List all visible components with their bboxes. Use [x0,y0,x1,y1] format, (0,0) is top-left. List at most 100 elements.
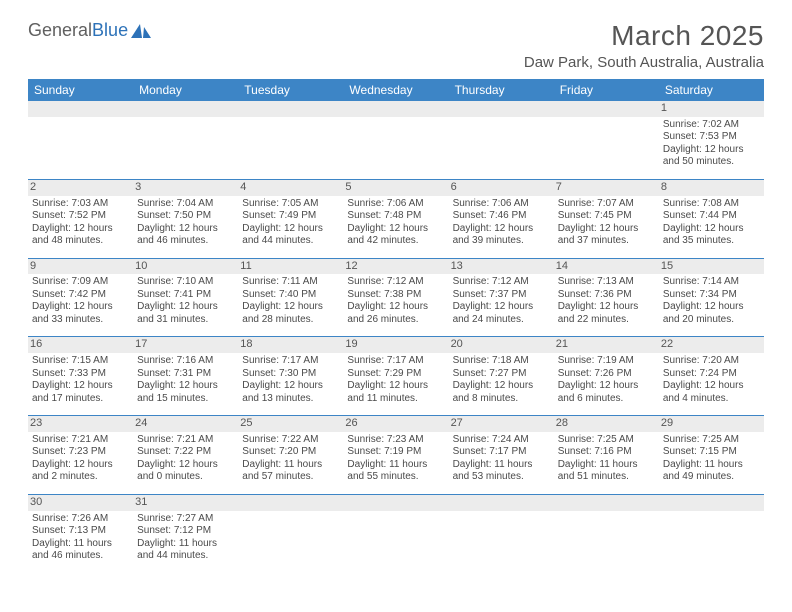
day-19-ss: Sunset: 7:29 PM [347,368,444,381]
day-9-content: Sunrise: 7:09 AMSunset: 7:42 PMDaylight:… [32,276,129,326]
daynum-19: 19 [343,337,448,353]
daynum-1: 1 [659,101,764,117]
day-22: Sunrise: 7:20 AMSunset: 7:24 PMDaylight:… [659,353,764,415]
day-15-d1: Daylight: 12 hours [663,301,760,314]
day-empty [449,117,554,179]
day-30-d2: and 46 minutes. [32,550,129,563]
day-3-d2: and 46 minutes. [137,235,234,248]
daynum-empty [449,101,554,117]
day-empty [554,117,659,179]
day-empty [554,511,659,573]
day-12: Sunrise: 7:12 AMSunset: 7:38 PMDaylight:… [343,274,448,336]
day-18-sr: Sunrise: 7:17 AM [242,355,339,368]
day-15-d2: and 20 minutes. [663,314,760,327]
day-1-sr: Sunrise: 7:02 AM [663,119,760,132]
day-24-sr: Sunrise: 7:21 AM [137,434,234,447]
calendar: SundayMondayTuesdayWednesdayThursdayFrid… [28,79,764,573]
day-29-ss: Sunset: 7:15 PM [663,446,760,459]
week-3-daynums: 16171819202122 [28,337,764,353]
day-24-ss: Sunset: 7:22 PM [137,446,234,459]
daynum-4: 4 [238,180,343,196]
day-9-d2: and 33 minutes. [32,314,129,327]
day-10-d2: and 31 minutes. [137,314,234,327]
day-27-d1: Daylight: 11 hours [453,459,550,472]
day-23-sr: Sunrise: 7:21 AM [32,434,129,447]
daynum-7: 7 [554,180,659,196]
day-8-content: Sunrise: 7:08 AMSunset: 7:44 PMDaylight:… [663,198,760,248]
week-1: Sunrise: 7:03 AMSunset: 7:52 PMDaylight:… [28,196,764,259]
day-1-ss: Sunset: 7:53 PM [663,131,760,144]
daynum-27: 27 [449,416,554,432]
daynum-30: 30 [28,495,133,511]
day-27-d2: and 53 minutes. [453,471,550,484]
day-6-d1: Daylight: 12 hours [453,223,550,236]
day-28-content: Sunrise: 7:25 AMSunset: 7:16 PMDaylight:… [558,434,655,484]
day-3: Sunrise: 7:04 AMSunset: 7:50 PMDaylight:… [133,196,238,258]
day-31-sr: Sunrise: 7:27 AM [137,513,234,526]
day-21: Sunrise: 7:19 AMSunset: 7:26 PMDaylight:… [554,353,659,415]
day-2-sr: Sunrise: 7:03 AM [32,198,129,211]
week-5: Sunrise: 7:26 AMSunset: 7:13 PMDaylight:… [28,511,764,573]
day-25-d1: Daylight: 11 hours [242,459,339,472]
day-19-sr: Sunrise: 7:17 AM [347,355,444,368]
daynum-22: 22 [659,337,764,353]
day-24-d2: and 0 minutes. [137,471,234,484]
day-30-sr: Sunrise: 7:26 AM [32,513,129,526]
week-1-daynums: 2345678 [28,180,764,196]
daynum-24: 24 [133,416,238,432]
day-of-week-header: SundayMondayTuesdayWednesdayThursdayFrid… [28,79,764,101]
day-7-sr: Sunrise: 7:07 AM [558,198,655,211]
week-3: Sunrise: 7:15 AMSunset: 7:33 PMDaylight:… [28,353,764,416]
day-1-content: Sunrise: 7:02 AMSunset: 7:53 PMDaylight:… [663,119,760,169]
day-12-content: Sunrise: 7:12 AMSunset: 7:38 PMDaylight:… [347,276,444,326]
day-15-sr: Sunrise: 7:14 AM [663,276,760,289]
day-29-d2: and 49 minutes. [663,471,760,484]
daynum-25: 25 [238,416,343,432]
daynum-empty [238,495,343,511]
day-18-ss: Sunset: 7:30 PM [242,368,339,381]
day-25-d2: and 57 minutes. [242,471,339,484]
day-7-ss: Sunset: 7:45 PM [558,210,655,223]
day-1-d2: and 50 minutes. [663,156,760,169]
day-2: Sunrise: 7:03 AMSunset: 7:52 PMDaylight:… [28,196,133,258]
day-13-d2: and 24 minutes. [453,314,550,327]
day-empty [133,117,238,179]
day-5: Sunrise: 7:06 AMSunset: 7:48 PMDaylight:… [343,196,448,258]
day-26-d1: Daylight: 11 hours [347,459,444,472]
day-14: Sunrise: 7:13 AMSunset: 7:36 PMDaylight:… [554,274,659,336]
day-17-d1: Daylight: 12 hours [137,380,234,393]
day-19-d2: and 11 minutes. [347,393,444,406]
title-block: March 2025 Daw Park, South Australia, Au… [524,20,764,71]
day-30: Sunrise: 7:26 AMSunset: 7:13 PMDaylight:… [28,511,133,573]
day-6-content: Sunrise: 7:06 AMSunset: 7:46 PMDaylight:… [453,198,550,248]
daynum-empty [554,495,659,511]
daynum-8: 8 [659,180,764,196]
daynum-2: 2 [28,180,133,196]
day-28-ss: Sunset: 7:16 PM [558,446,655,459]
day-21-sr: Sunrise: 7:19 AM [558,355,655,368]
day-13-sr: Sunrise: 7:12 AM [453,276,550,289]
day-14-content: Sunrise: 7:13 AMSunset: 7:36 PMDaylight:… [558,276,655,326]
day-27: Sunrise: 7:24 AMSunset: 7:17 PMDaylight:… [449,432,554,494]
day-16-content: Sunrise: 7:15 AMSunset: 7:33 PMDaylight:… [32,355,129,405]
day-31-d2: and 44 minutes. [137,550,234,563]
day-4: Sunrise: 7:05 AMSunset: 7:49 PMDaylight:… [238,196,343,258]
day-31-content: Sunrise: 7:27 AMSunset: 7:12 PMDaylight:… [137,513,234,563]
daynum-28: 28 [554,416,659,432]
week-2: Sunrise: 7:09 AMSunset: 7:42 PMDaylight:… [28,274,764,337]
calendar-body: 1Sunrise: 7:02 AMSunset: 7:53 PMDaylight… [28,101,764,573]
daynum-14: 14 [554,259,659,275]
daynum-empty [554,101,659,117]
day-23-d2: and 2 minutes. [32,471,129,484]
daynum-empty [238,101,343,117]
week-2-daynums: 9101112131415 [28,259,764,275]
day-24-d1: Daylight: 12 hours [137,459,234,472]
day-7-d2: and 37 minutes. [558,235,655,248]
day-15: Sunrise: 7:14 AMSunset: 7:34 PMDaylight:… [659,274,764,336]
day-22-sr: Sunrise: 7:20 AM [663,355,760,368]
day-5-ss: Sunset: 7:48 PM [347,210,444,223]
dow-wednesday: Wednesday [343,79,448,101]
daynum-empty [343,495,448,511]
day-23: Sunrise: 7:21 AMSunset: 7:23 PMDaylight:… [28,432,133,494]
day-10-d1: Daylight: 12 hours [137,301,234,314]
